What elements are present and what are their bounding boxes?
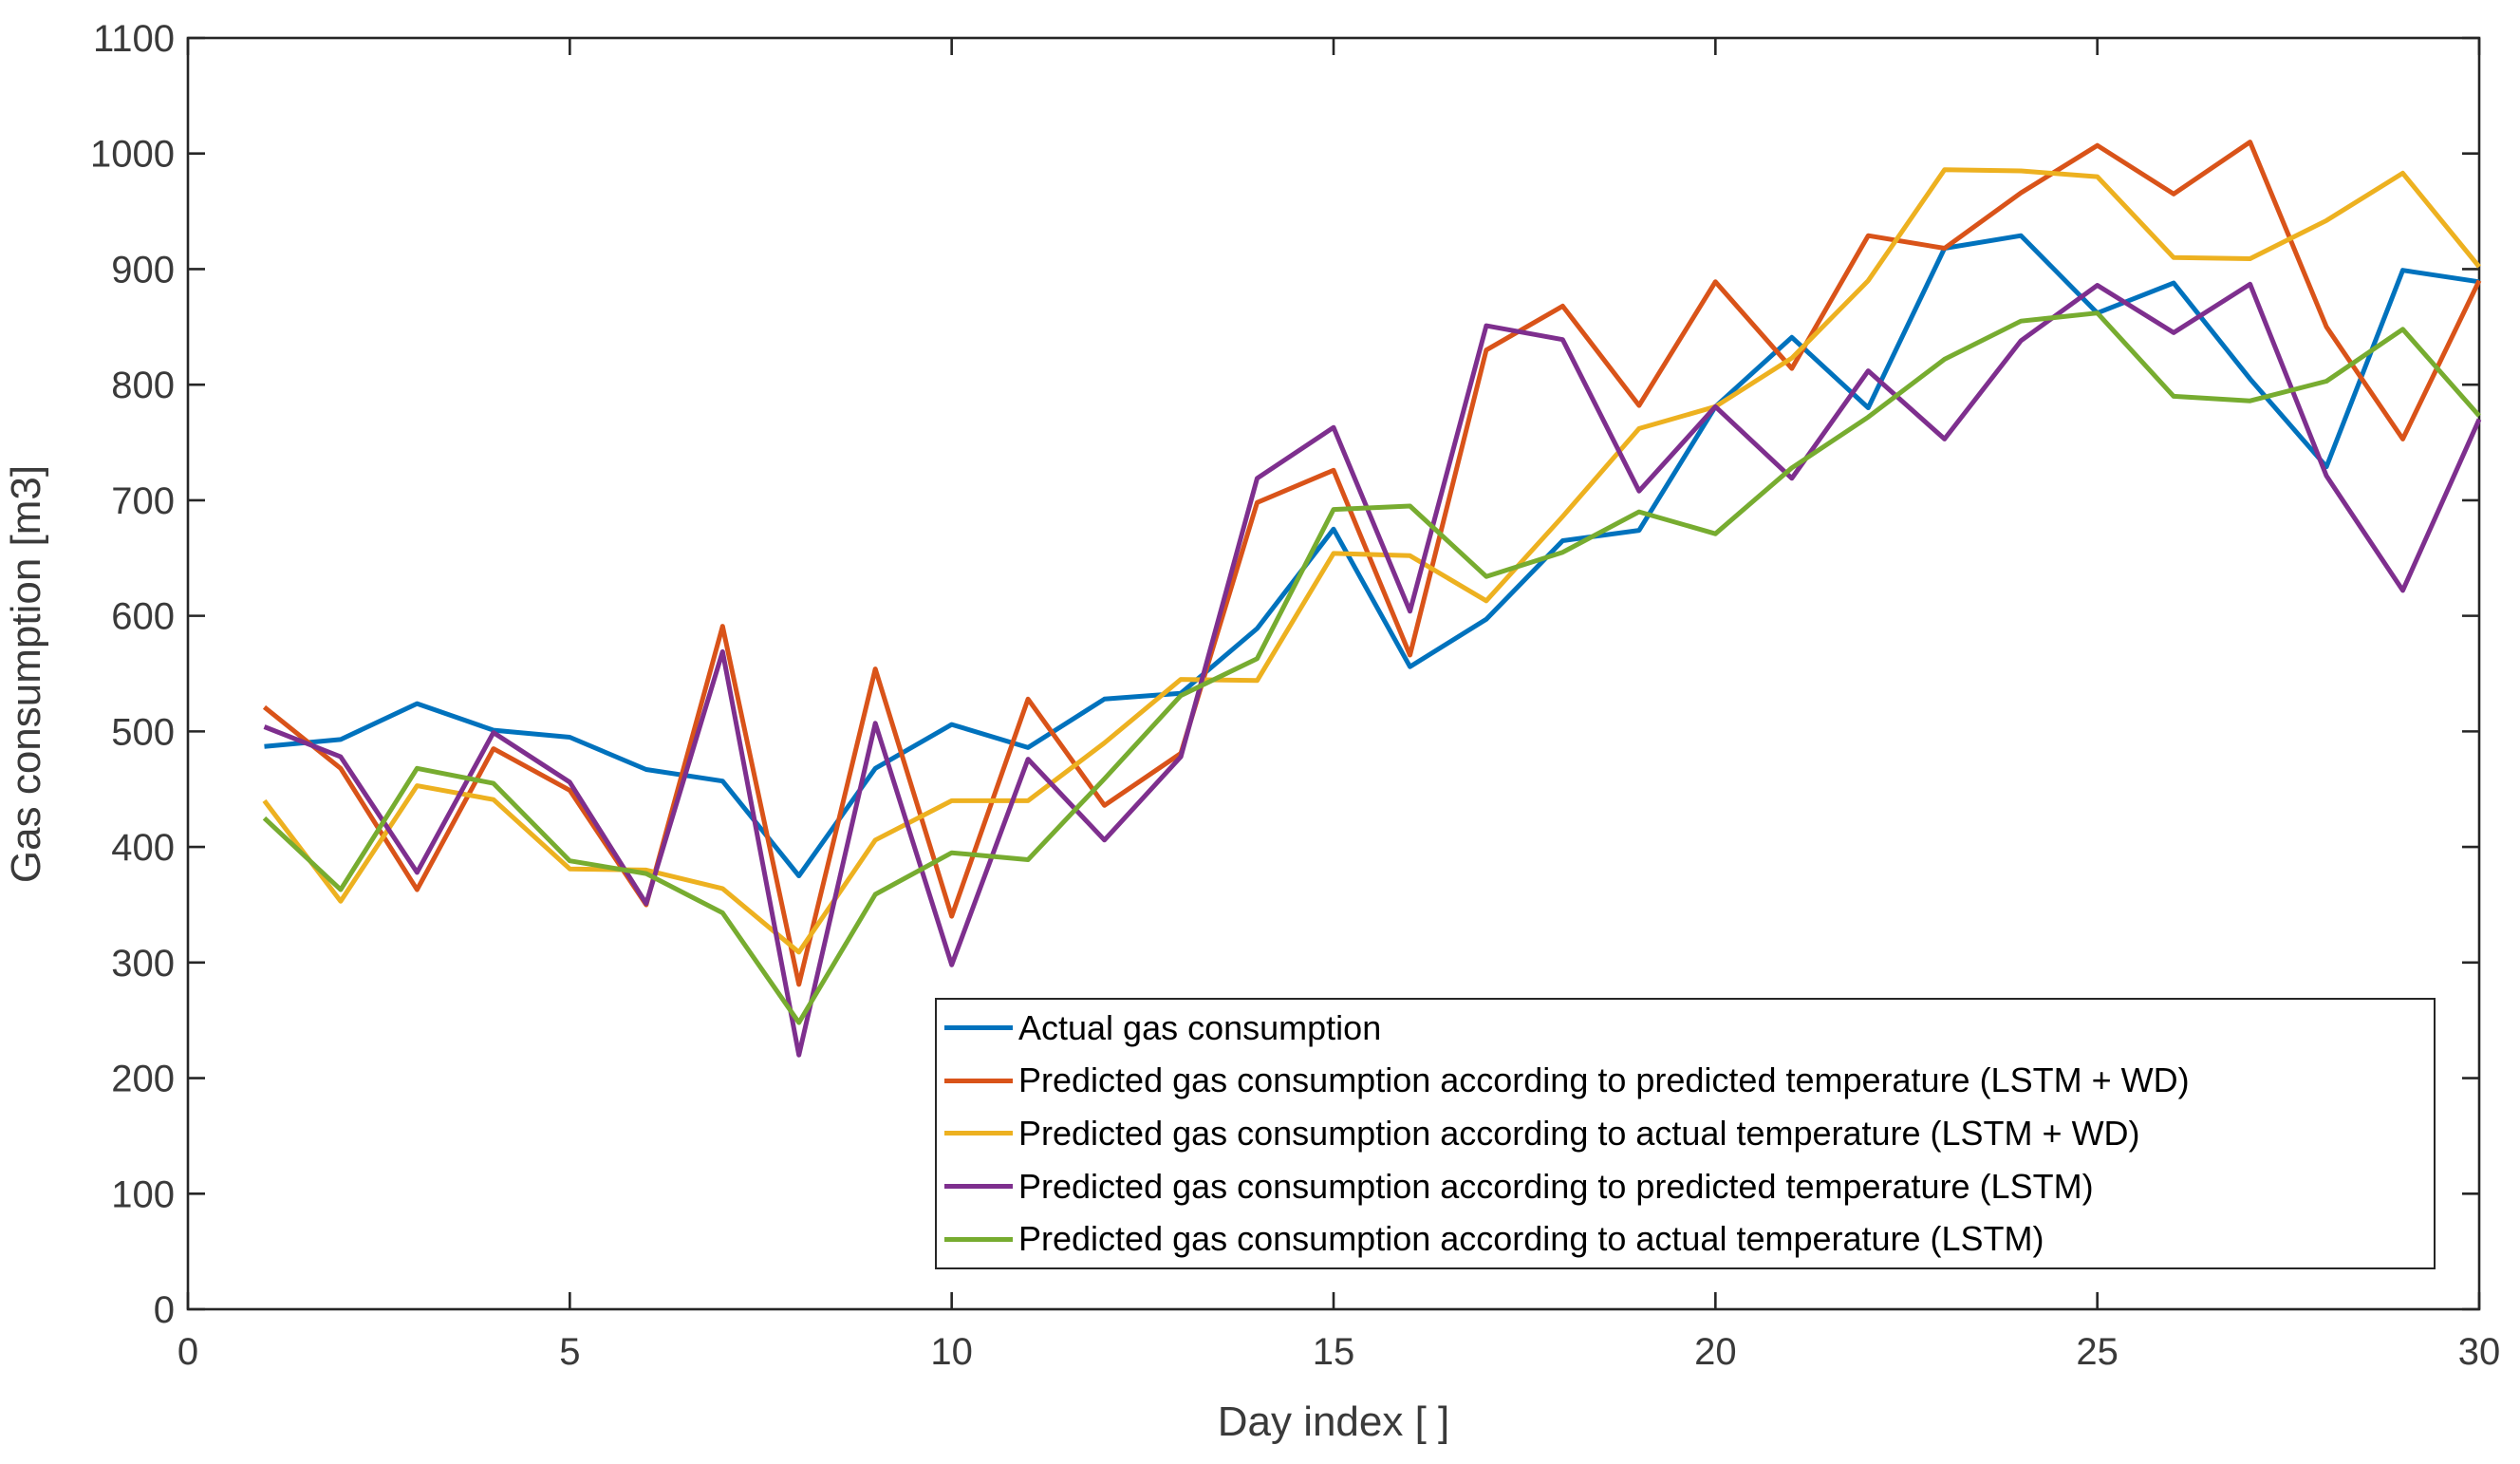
y-tick-label: 1100 (93, 18, 175, 60)
series-line-5 (262, 310, 2481, 1025)
y-tick-label: 1000 (90, 134, 175, 176)
x-tick-label: 5 (559, 1331, 580, 1373)
legend-item-1: Actual gas consumption (937, 1002, 2434, 1055)
x-tick-label: 30 (2458, 1331, 2501, 1373)
axes (186, 36, 2481, 1311)
x-tick-label: 0 (177, 1331, 198, 1373)
legend-item-5: Predicted gas consumption according to a… (937, 1212, 2434, 1266)
y-axis-title: Gas consumption [m3] (3, 465, 49, 883)
x-tick-label: 10 (930, 1331, 973, 1373)
legend-item-3: Predicted gas consumption according to a… (937, 1107, 2434, 1160)
tick-labels: 0 5 10 15 20 25 300100200300400500600700800900… (90, 18, 2500, 1373)
series-line-2 (262, 140, 2482, 987)
y-tick-label: 500 (111, 711, 175, 753)
legend-item-4: Predicted gas consumption according to p… (937, 1160, 2434, 1213)
legend-label-1: Actual gas consumption (1018, 1007, 1382, 1047)
y-tick-label: 100 (111, 1173, 175, 1215)
x-axis-title: Day index [ ] (1218, 1398, 1450, 1445)
series-lines (262, 140, 2482, 1058)
legend-label-5: Predicted gas consumption according to a… (1018, 1219, 2044, 1259)
legend-swatch-1 (944, 1025, 1013, 1031)
y-tick-label: 700 (111, 480, 175, 522)
y-tick-label: 300 (111, 943, 175, 985)
y-tick-label: 200 (111, 1059, 175, 1100)
y-tick-label: 600 (111, 596, 175, 638)
x-tick-label: 25 (2076, 1331, 2119, 1373)
x-tick-label: 20 (1694, 1331, 1737, 1373)
series-line-1 (264, 233, 2480, 878)
x-tick-label: 15 (1313, 1331, 1355, 1373)
y-tick-label: 900 (111, 249, 175, 291)
legend-label-4: Predicted gas consumption according to p… (1018, 1166, 2094, 1206)
legend-item-2: Predicted gas consumption according to p… (937, 1055, 2434, 1108)
series-line-4 (263, 281, 2482, 1058)
legend-label-2: Predicted gas consumption according to p… (1018, 1060, 2190, 1100)
legend: Actual gas consumption Predicted gas cons… (935, 998, 2436, 1269)
legend-swatch-3 (944, 1131, 1013, 1136)
legend-label-3: Predicted gas consumption according to a… (1018, 1113, 2140, 1153)
y-tick-label: 800 (111, 365, 175, 406)
legend-swatch-4 (944, 1184, 1013, 1190)
y-tick-label: 0 (154, 1289, 175, 1331)
y-tick-label: 400 (111, 827, 175, 869)
legend-swatch-2 (944, 1078, 1013, 1083)
legend-swatch-5 (944, 1236, 1013, 1242)
